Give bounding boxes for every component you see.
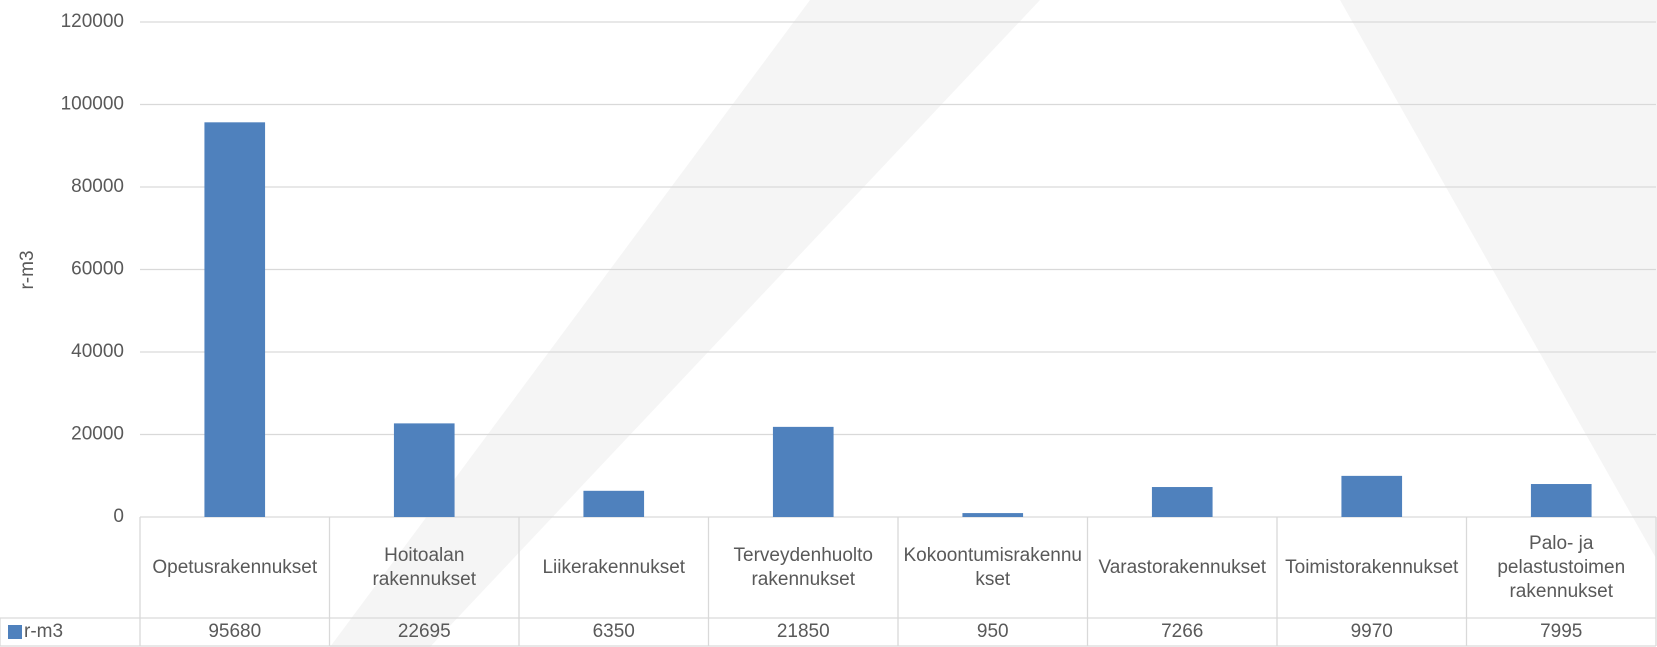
value-cell: 950 <box>976 621 1009 642</box>
bar <box>204 122 266 517</box>
category-cell: Terveydenhuolto rakennukset <box>733 544 873 590</box>
y-tick-label: 80000 <box>71 176 124 197</box>
category-cell: Opetusrakennukset <box>152 556 318 578</box>
value-cell: 22695 <box>397 621 451 642</box>
y-tick-label: 40000 <box>71 341 124 362</box>
category-cell: Varastorakennukset <box>1098 556 1267 578</box>
legend-key <box>8 625 22 639</box>
bar <box>1151 487 1213 517</box>
background-shape <box>1340 0 1657 647</box>
y-tick-label: 20000 <box>71 424 124 445</box>
bar <box>772 426 834 517</box>
y-tick-label: 120000 <box>61 11 124 32</box>
bar <box>583 490 645 517</box>
value-cell: 21850 <box>776 621 830 642</box>
value-cell: 9970 <box>1350 621 1393 642</box>
value-cell: 7266 <box>1161 621 1204 642</box>
category-cell: Hoitoalan rakennukset <box>372 544 476 590</box>
bar <box>962 513 1024 517</box>
category-cell: Kokoontumisrakennukset <box>903 544 1083 590</box>
legend-label: r-m3 <box>24 621 64 642</box>
category-cell: Toimistorakennukset <box>1285 556 1459 578</box>
bar <box>1341 475 1403 517</box>
y-tick-label: 100000 <box>61 94 124 115</box>
value-cell: 6350 <box>592 621 635 642</box>
background-shape <box>330 0 1040 647</box>
category-cell: Liikerakennukset <box>542 556 686 578</box>
y-tick-label: 0 <box>113 506 124 527</box>
category-cell: Palo- ja pelastustoimen rakennukset <box>1497 532 1626 602</box>
y-axis-label: r-m3 <box>17 250 38 289</box>
value-cell: 7995 <box>1540 621 1583 642</box>
value-cell: 95680 <box>208 621 262 642</box>
bar <box>1530 484 1592 517</box>
y-tick-label: 60000 <box>71 259 124 280</box>
bar <box>393 423 455 517</box>
